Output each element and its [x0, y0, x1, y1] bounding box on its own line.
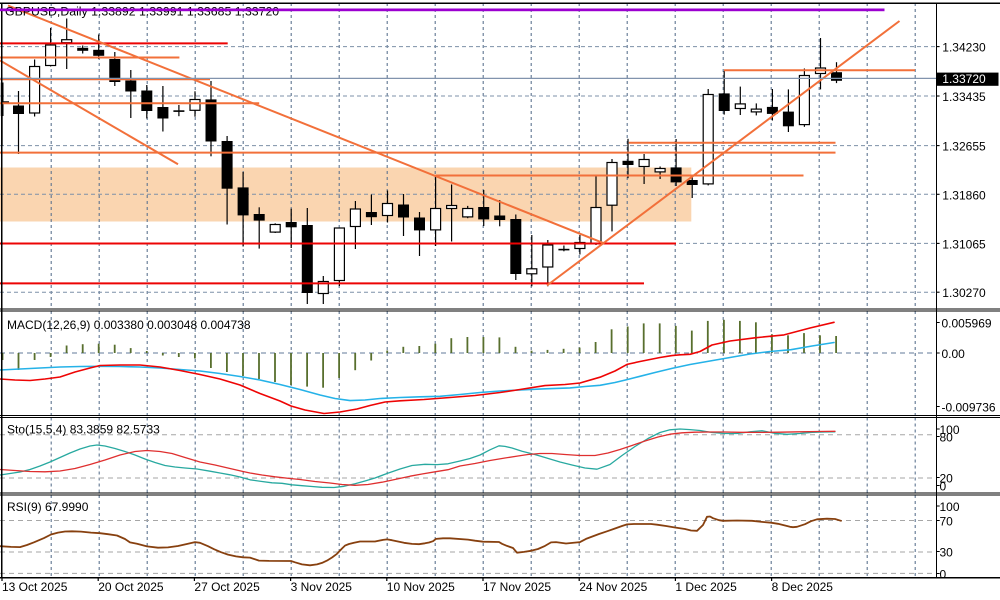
svg-text:-0.009736: -0.009736	[942, 401, 996, 415]
svg-text:GBPUSD,Daily 1.33892 1.33991: GBPUSD,Daily 1.33892 1.33991 1.33685 1.3…	[5, 4, 279, 18]
svg-text:8 Dec 2025: 8 Dec 2025	[772, 580, 834, 594]
svg-text:1 Dec 2025: 1 Dec 2025	[675, 580, 737, 594]
svg-text:1.31065: 1.31065	[942, 237, 986, 251]
svg-text:1.32655: 1.32655	[942, 140, 986, 154]
svg-text:20: 20	[940, 472, 954, 486]
svg-text:0: 0	[940, 480, 947, 494]
svg-text:1.30270: 1.30270	[942, 286, 986, 300]
svg-text:80: 80	[940, 431, 954, 445]
svg-text:RSI(9) 67.9990: RSI(9) 67.9990	[7, 500, 89, 514]
svg-text:10 Nov 2025: 10 Nov 2025	[387, 580, 455, 594]
svg-text:1.34230: 1.34230	[942, 41, 986, 55]
svg-text:100: 100	[940, 500, 960, 514]
svg-text:20 Oct 2025: 20 Oct 2025	[98, 580, 164, 594]
svg-text:0.005969: 0.005969	[942, 317, 992, 331]
svg-text:MACD(12,26,9) 0.003380 0.00304: MACD(12,26,9) 0.003380 0.003048 0.004738	[7, 318, 251, 332]
svg-text:13 Oct 2025: 13 Oct 2025	[2, 580, 68, 594]
svg-text:1.33435: 1.33435	[942, 90, 986, 104]
svg-text:24 Nov 2025: 24 Nov 2025	[579, 580, 647, 594]
svg-text:1.33720: 1.33720	[942, 72, 986, 86]
svg-text:70: 70	[940, 515, 954, 529]
svg-text:1.31860: 1.31860	[942, 188, 986, 202]
svg-text:0: 0	[940, 568, 947, 582]
svg-text:100: 100	[940, 423, 960, 437]
svg-text:17 Nov 2025: 17 Nov 2025	[483, 580, 551, 594]
svg-text:30: 30	[940, 546, 954, 560]
svg-text:0.00: 0.00	[942, 347, 966, 361]
svg-text:3 Nov 2025: 3 Nov 2025	[291, 580, 353, 594]
svg-text:27 Oct 2025: 27 Oct 2025	[194, 580, 260, 594]
svg-text:Sto(15,5,4) 83.3859 82.5733: Sto(15,5,4) 83.3859 82.5733	[7, 423, 160, 437]
